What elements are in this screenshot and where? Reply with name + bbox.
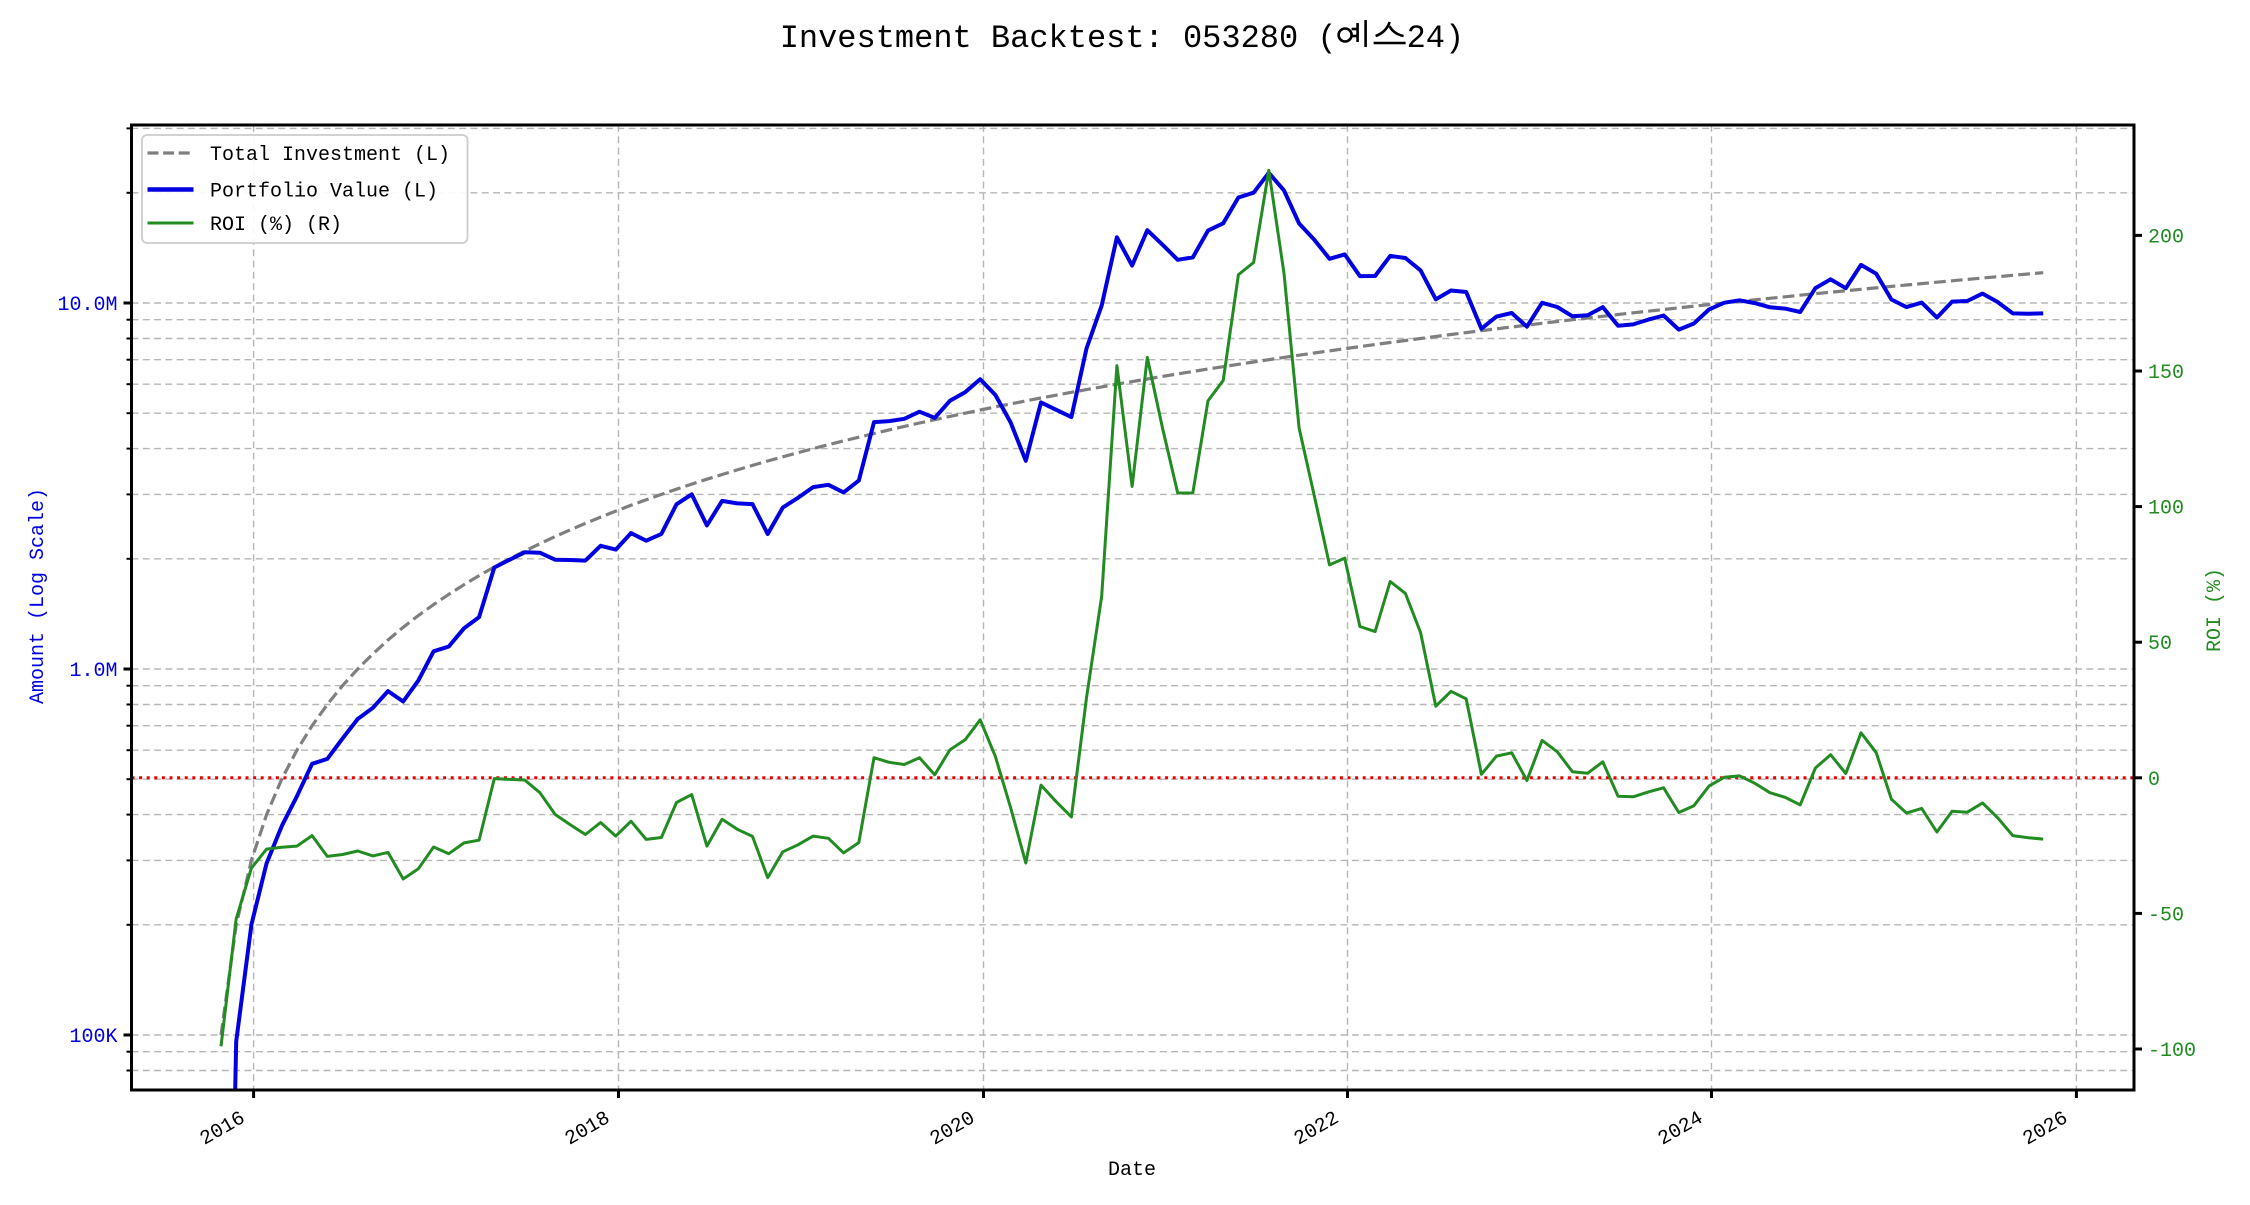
svg-text:50: 50 xyxy=(2148,633,2172,656)
svg-text:0: 0 xyxy=(2148,769,2160,792)
svg-text:ROI (%): ROI (%) xyxy=(2204,568,2227,652)
svg-text:100K: 100K xyxy=(69,1026,117,1049)
svg-text:1.0M: 1.0M xyxy=(69,660,117,683)
svg-text:Amount (Log Scale): Amount (Log Scale) xyxy=(27,488,50,704)
svg-text:150: 150 xyxy=(2148,362,2184,385)
svg-text:Date: Date xyxy=(1108,1159,1156,1182)
svg-text:10.0M: 10.0M xyxy=(57,294,117,317)
svg-text:ROI (%) (R): ROI (%) (R) xyxy=(210,214,342,237)
svg-text:200: 200 xyxy=(2148,226,2184,249)
svg-text:Investment Backtest: 053280 (: Investment Backtest: 053280 ( xyxy=(780,20,1337,57)
svg-text:24): 24) xyxy=(1407,20,1465,57)
svg-text:Portfolio Value (L): Portfolio Value (L) xyxy=(210,181,438,204)
svg-text:100: 100 xyxy=(2148,498,2184,521)
svg-text:-100: -100 xyxy=(2148,1040,2196,1063)
svg-text:-50: -50 xyxy=(2148,904,2184,927)
svg-text:Total Investment (L): Total Investment (L) xyxy=(210,144,450,167)
